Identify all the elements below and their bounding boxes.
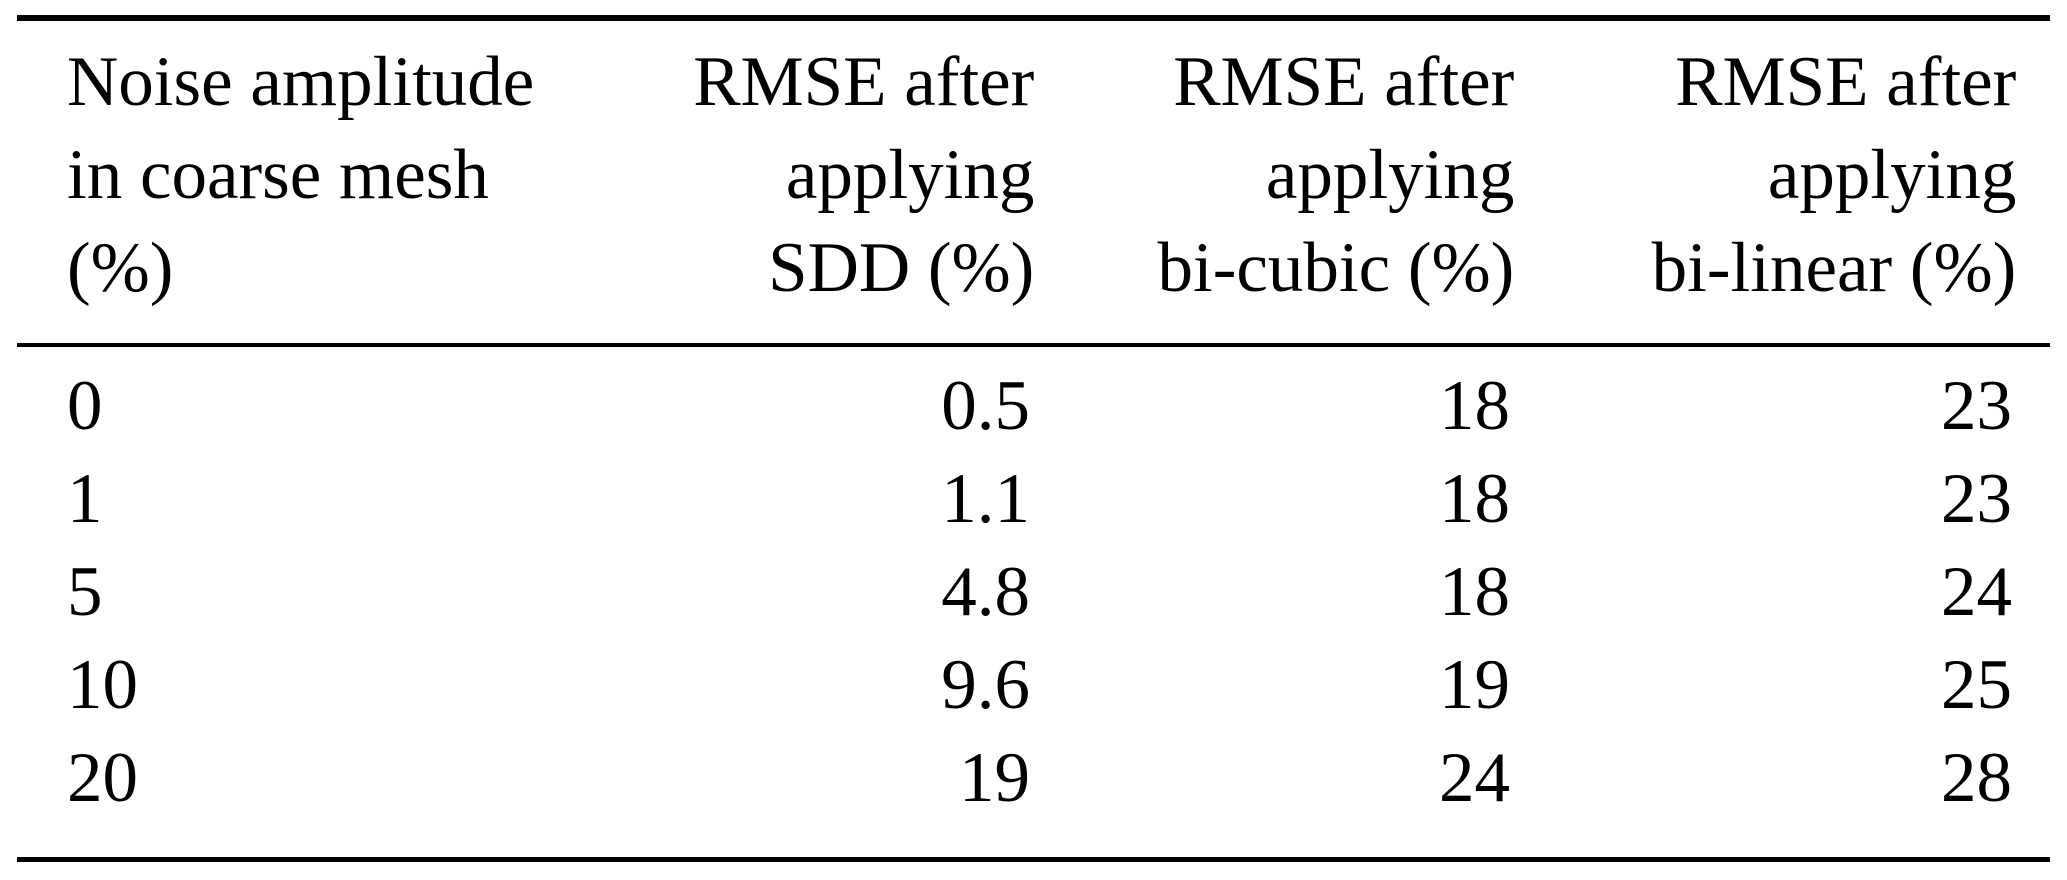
header-line: in coarse mesh [67, 136, 489, 214]
cell-rmse-sdd: 0.5 [941, 367, 1030, 445]
cell-rmse-sdd: 19 [959, 739, 1030, 817]
table-row: 0 0.5 18 23 [17, 360, 2050, 453]
header-line: SDD (%) [768, 229, 1035, 307]
table-bottom-rule [17, 857, 2050, 862]
table-header-rule [17, 343, 2050, 347]
cell-rmse-bicubic: 18 [1439, 553, 1510, 631]
header-line: bi-cubic (%) [1157, 229, 1515, 307]
header-line: Noise amplitude [67, 43, 535, 121]
cell-rmse-sdd: 4.8 [941, 553, 1030, 631]
header-cell-noise-amplitude: Noise amplitude in coarse mesh (%) [17, 36, 534, 315]
cell-rmse-bilinear: 25 [1941, 646, 2012, 724]
cell-rmse-bilinear: 28 [1941, 739, 2012, 817]
table-top-rule [17, 15, 2050, 21]
cell-rmse-bilinear: 23 [1941, 367, 2012, 445]
cell-noise-amplitude: 0 [67, 367, 103, 445]
table-row: 5 4.8 18 24 [17, 546, 2050, 639]
table-row: 20 19 24 28 [17, 732, 2050, 825]
header-cell-rmse-bicubic: RMSE after applying bi-cubic (%) [1034, 36, 1515, 315]
table-row: 1 1.1 18 23 [17, 453, 2050, 546]
cell-noise-amplitude: 10 [67, 646, 138, 724]
header-line: bi-linear (%) [1651, 229, 2017, 307]
cell-rmse-bilinear: 23 [1941, 460, 2012, 538]
cell-noise-amplitude: 1 [67, 460, 103, 538]
cell-rmse-sdd: 1.1 [941, 460, 1030, 538]
header-line: applying [1767, 136, 2017, 214]
header-cell-rmse-bilinear: RMSE after applying bi-linear (%) [1514, 36, 2054, 315]
cell-rmse-sdd: 9.6 [941, 646, 1030, 724]
cell-rmse-bicubic: 18 [1439, 367, 1510, 445]
cell-noise-amplitude: 20 [67, 739, 138, 817]
cell-noise-amplitude: 5 [67, 553, 103, 631]
header-line: RMSE after [1173, 43, 1515, 121]
cell-rmse-bicubic: 24 [1439, 739, 1510, 817]
header-line: (%) [67, 229, 174, 307]
cell-rmse-bicubic: 18 [1439, 460, 1510, 538]
table-header-row: Noise amplitude in coarse mesh (%) RMSE … [17, 36, 2050, 315]
cell-rmse-bilinear: 24 [1941, 553, 2012, 631]
table-row: 10 9.6 19 25 [17, 639, 2050, 732]
header-cell-rmse-sdd: RMSE after applying SDD (%) [534, 36, 1034, 315]
header-line: applying [785, 136, 1035, 214]
table-body: 0 0.5 18 23 1 1.1 18 23 5 4.8 18 24 10 9… [17, 360, 2050, 825]
header-line: RMSE after [1675, 43, 2017, 121]
header-line: RMSE after [693, 43, 1035, 121]
header-line: applying [1265, 136, 1515, 214]
cell-rmse-bicubic: 19 [1439, 646, 1510, 724]
